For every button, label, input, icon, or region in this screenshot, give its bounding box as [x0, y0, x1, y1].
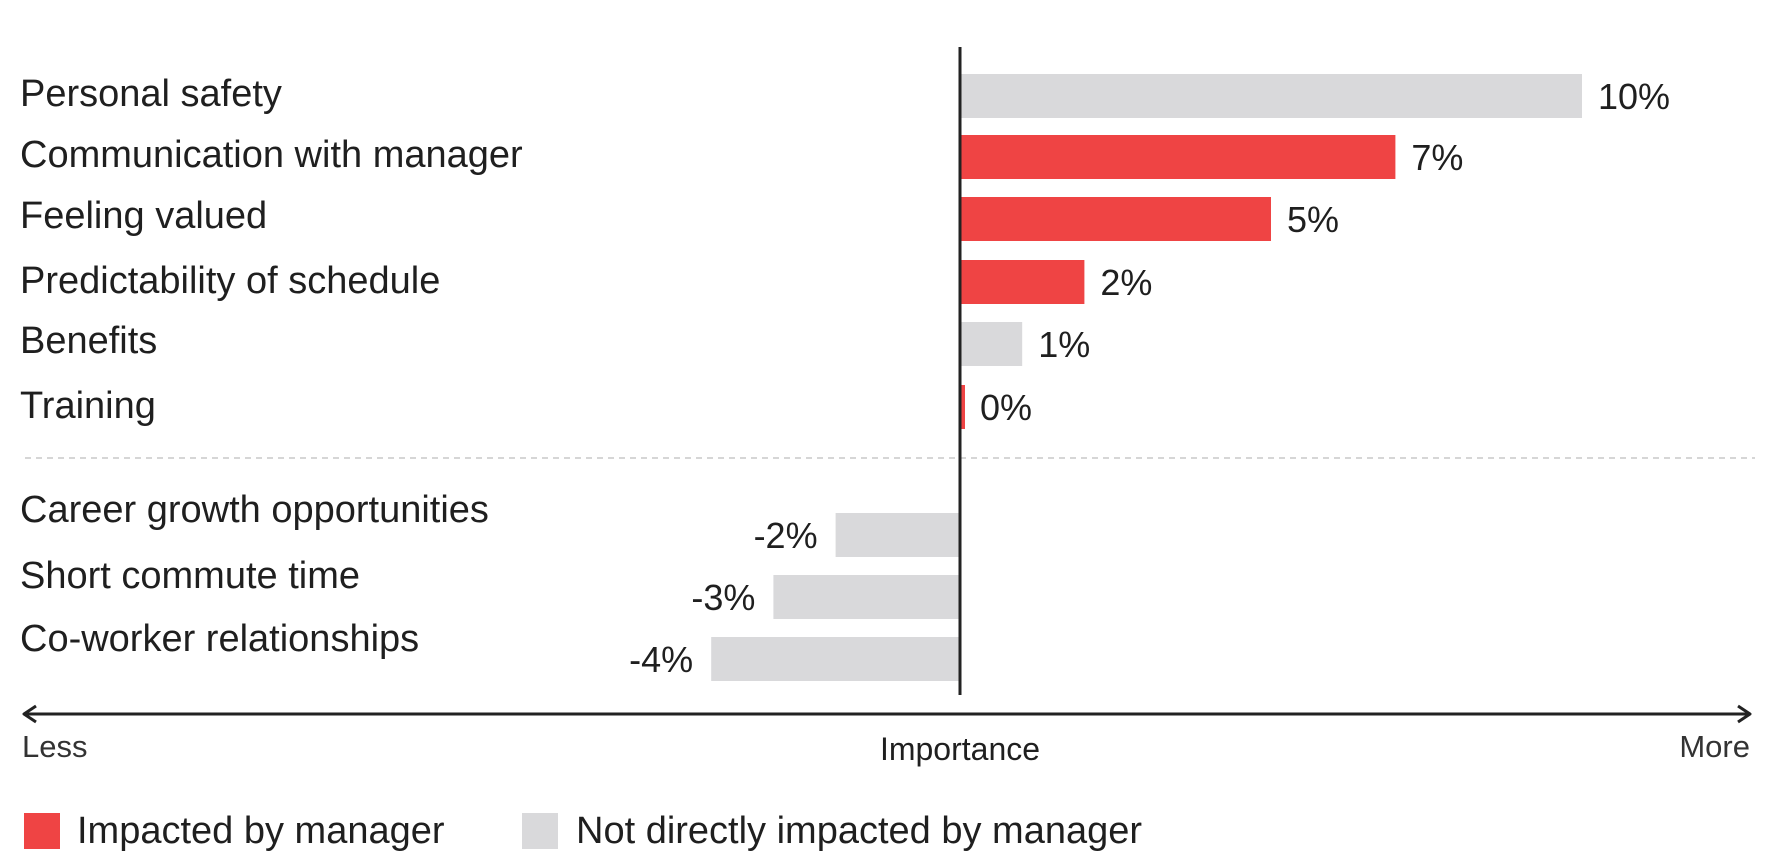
legend-label-impacted: Impacted by manager	[77, 810, 445, 852]
bar-feeling-valued	[960, 197, 1271, 241]
value-label-predictability-of-schedule: 2%	[1100, 262, 1152, 303]
axis-less-label: Less	[22, 729, 87, 764]
category-label-predictability-of-schedule: Predictability of schedule	[20, 260, 440, 302]
category-label-training: Training	[20, 385, 156, 427]
category-labels: Personal safety Communication with manage…	[20, 73, 523, 660]
value-label-personal-safety: 10%	[1598, 76, 1670, 117]
bar-career-growth-opportunities	[835, 513, 960, 557]
bar-training	[960, 385, 965, 429]
axis-title: Importance	[880, 731, 1040, 767]
bar-communication-with-manager	[960, 135, 1396, 179]
value-label-benefits: 1%	[1038, 324, 1090, 365]
legend: Impacted by manager Not directly impacte…	[24, 810, 1142, 852]
value-label-communication-with-manager: 7%	[1411, 137, 1463, 178]
bar-co-worker-relationships	[711, 637, 960, 681]
bar-short-commute-time	[773, 575, 960, 619]
category-label-career-growth-opportunities: Career growth opportunities	[20, 489, 489, 531]
category-label-communication-with-manager: Communication with manager	[20, 134, 523, 176]
value-label-feeling-valued: 5%	[1287, 199, 1339, 240]
legend-swatch-impacted	[24, 813, 60, 849]
bar-personal-safety	[960, 74, 1582, 118]
value-labels: 10% 7% 5% 2%1%0% -2% -3% -4%	[629, 76, 1670, 680]
value-label-co-worker-relationships: -4%	[629, 639, 693, 680]
bars	[711, 74, 1582, 681]
axis-more-label: More	[1679, 729, 1750, 764]
bar-benefits	[960, 322, 1023, 366]
importance-axis	[22, 704, 1752, 724]
arrow-right-icon	[1737, 704, 1752, 724]
arrow-left-icon	[22, 704, 37, 724]
legend-swatch-not-impacted	[522, 813, 558, 849]
value-label-training: 0%	[980, 387, 1032, 428]
bar-predictability-of-schedule	[960, 260, 1085, 304]
category-label-personal-safety: Personal safety	[20, 73, 282, 115]
value-label-career-growth-opportunities: -2%	[754, 515, 818, 556]
category-label-feeling-valued: Feeling valued	[20, 195, 267, 237]
category-label-co-worker-relationships: Co-worker relationships	[20, 618, 419, 660]
category-label-benefits: Benefits	[20, 320, 157, 362]
category-label-short-commute-time: Short commute time	[20, 555, 360, 597]
value-label-short-commute-time: -3%	[691, 577, 755, 618]
legend-label-not-impacted: Not directly impacted by manager	[576, 810, 1142, 852]
